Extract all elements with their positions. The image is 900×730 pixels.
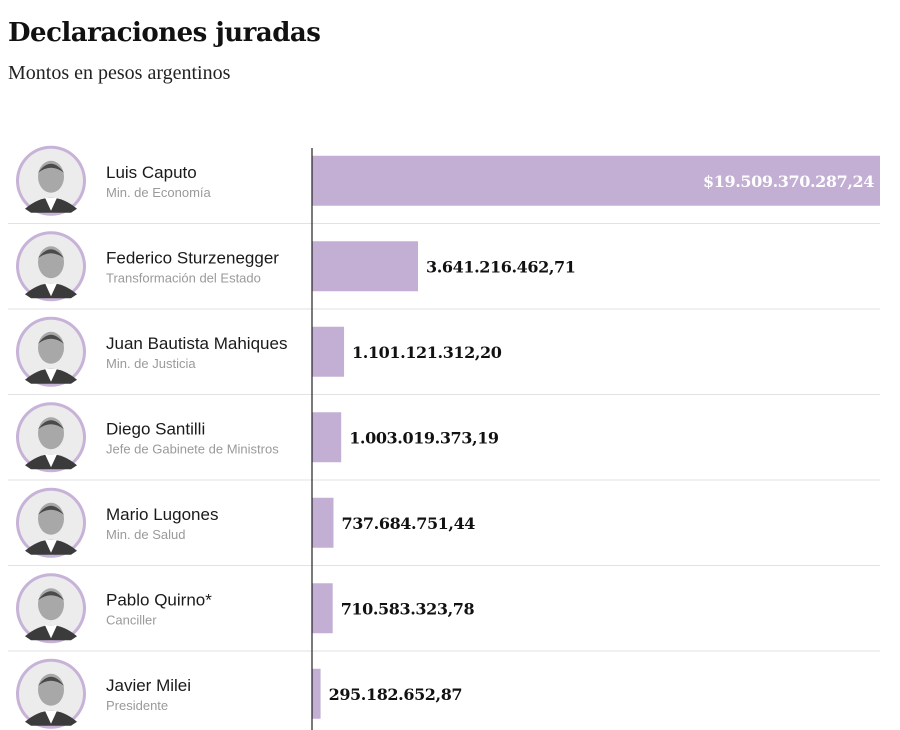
- person-name: Pablo Quirno*: [106, 590, 212, 609]
- table-row: Javier Milei Presidente 295.182.652,87: [16, 658, 463, 729]
- person-name: Juan Bautista Mahiques: [106, 334, 287, 353]
- portrait-icon: [16, 573, 86, 644]
- table-row: Federico Sturzenegger Transformación del …: [8, 231, 880, 310]
- person-role: Min. de Economía: [106, 185, 212, 200]
- bar: [312, 155, 880, 206]
- value-label: 3.641.216.462,71: [426, 257, 575, 276]
- table-row: Diego Santilli Jefe de Gabinete de Minist…: [8, 402, 880, 481]
- person-name: Mario Lugones: [106, 505, 218, 524]
- bar: [312, 497, 334, 548]
- chart-subtitle: Montos en pesos argentinos: [8, 62, 231, 84]
- person-name: Federico Sturzenegger: [106, 248, 279, 267]
- portrait-icon: [16, 402, 86, 473]
- bar: [312, 412, 342, 463]
- table-row: Mario Lugones Min. de Salud 737.684.751,44: [8, 487, 880, 566]
- bar: [312, 241, 419, 292]
- portrait-icon: [16, 145, 86, 216]
- person-role: Min. de Salud: [106, 527, 186, 542]
- table-row: Juan Bautista Mahiques Min. de Justicia 1.…: [8, 316, 880, 395]
- table-row: Pablo Quirno* Canciller 710.583.323,78: [8, 573, 880, 652]
- person-role: Jefe de Gabinete de Ministros: [106, 441, 279, 456]
- person-name: Diego Santilli: [106, 419, 205, 438]
- person-role: Canciller: [106, 612, 157, 627]
- bar: [312, 583, 333, 634]
- portrait-icon: [16, 658, 86, 729]
- value-label: 1.003.019.373,19: [349, 428, 499, 447]
- bar: [312, 326, 345, 377]
- person-name: Javier Milei: [106, 676, 191, 695]
- value-label: 295.182.652,87: [329, 685, 463, 704]
- portrait-icon: [16, 487, 86, 558]
- chart-title: Declaraciones juradas: [8, 18, 321, 48]
- person-role: Min. de Justicia: [106, 356, 196, 371]
- portrait-icon: [16, 231, 86, 302]
- person-role: Transformación del Estado: [106, 270, 261, 285]
- person-name: Luis Caputo: [106, 163, 197, 182]
- value-label: 737.684.751,44: [341, 514, 475, 533]
- bar: [312, 668, 321, 719]
- value-label: 710.583.323,78: [341, 599, 475, 618]
- portrait-icon: [16, 316, 86, 387]
- value-label: 1.101.121.312,20: [352, 343, 502, 362]
- table-row: Luis Caputo Min. de Economía $19.509.370.2…: [8, 145, 880, 224]
- value-label: $19.509.370.287,24: [703, 172, 874, 191]
- person-role: Presidente: [106, 698, 168, 713]
